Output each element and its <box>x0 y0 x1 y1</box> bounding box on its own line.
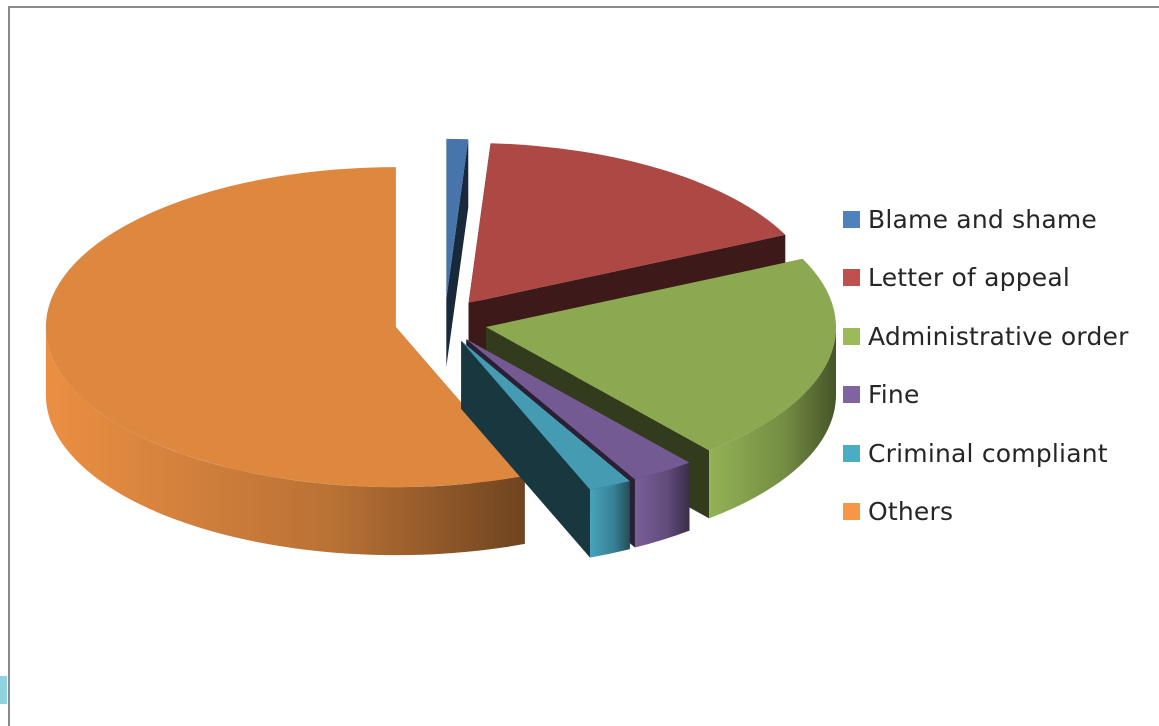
slice-blame-and-shame <box>446 138 469 299</box>
slice-side-fine <box>634 462 690 548</box>
slice-administrative-order <box>485 258 836 451</box>
legend-label-letter-of-appeal: Letter of appeal <box>868 263 1071 293</box>
legend-label-administrative-order: Administrative order <box>868 321 1129 351</box>
legend-label-blame-and-shame: Blame and shame <box>868 204 1098 234</box>
legend-item-blame-and-shame: Blame and shame <box>843 190 1129 249</box>
slice-fine <box>466 339 690 480</box>
slice-criminal-compliant <box>461 340 630 490</box>
legend-swatch-fine <box>843 386 860 404</box>
slice-wall-end-criminal-compliant <box>461 340 591 558</box>
legend: Blame and shame Letter of appeal Administr… <box>843 190 1129 541</box>
slice-letter-of-appeal <box>468 143 786 303</box>
legend-label-fine: Fine <box>868 380 920 410</box>
slice-others <box>45 167 525 488</box>
legend-swatch-letter-of-appeal <box>843 269 860 287</box>
slice-side-administrative-order <box>709 327 836 519</box>
slice-wall-end-blame-and-shame <box>446 139 469 367</box>
legend-item-criminal-compliant: Criminal compliant <box>843 424 1129 483</box>
legend-swatch-others <box>843 503 860 521</box>
legend-swatch-administrative-order <box>843 327 860 345</box>
legend-item-fine: Fine <box>843 366 1129 425</box>
legend-swatch-criminal-compliant <box>843 444 860 462</box>
legend-swatch-blame-and-shame <box>843 210 860 228</box>
legend-item-others: Others <box>843 483 1129 542</box>
corner-accent <box>0 676 7 704</box>
legend-item-administrative-order: Administrative order <box>843 307 1129 366</box>
pie-chart <box>45 138 836 558</box>
legend-label-others: Others <box>868 497 954 527</box>
legend-label-criminal-compliant: Criminal compliant <box>868 438 1108 468</box>
legend-item-letter-of-appeal: Letter of appeal <box>843 249 1129 308</box>
slice-side-others <box>45 327 525 556</box>
slice-side-criminal-compliant <box>590 481 630 558</box>
pie-slices <box>45 138 836 558</box>
